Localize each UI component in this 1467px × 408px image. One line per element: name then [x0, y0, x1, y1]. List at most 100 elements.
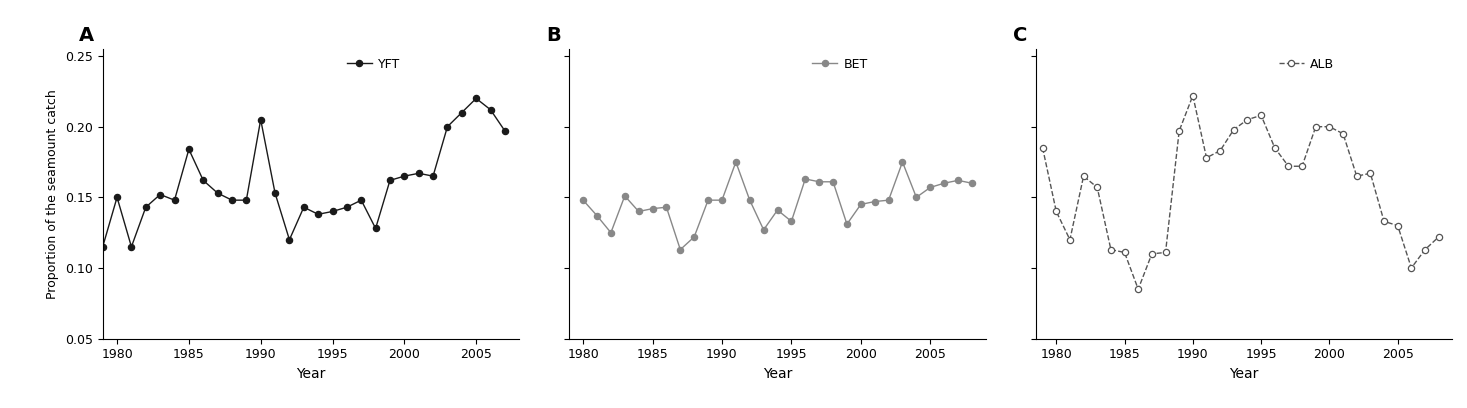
- YFT: [252, 117, 270, 122]
- ALB: [1320, 124, 1338, 129]
- ALB: [1294, 164, 1311, 169]
- YFT: [468, 96, 486, 101]
- ALB: [1238, 117, 1256, 122]
- ALB: [1102, 247, 1119, 252]
- YFT: [424, 174, 442, 179]
- ALB: [1116, 250, 1134, 255]
- BET: [964, 181, 981, 186]
- BET: [810, 180, 827, 184]
- YFT: [481, 107, 499, 112]
- BET: [838, 222, 855, 226]
- YFT: [238, 198, 255, 203]
- YFT: [266, 191, 283, 195]
- X-axis label: Year: Year: [1229, 367, 1259, 381]
- YFT: [94, 244, 111, 249]
- Y-axis label: Proportion of the seamount catch: Proportion of the seamount catch: [47, 89, 59, 299]
- ALB: [1416, 247, 1433, 252]
- Legend: BET: BET: [810, 55, 870, 73]
- ALB: [1171, 129, 1188, 133]
- ALB: [1212, 148, 1229, 153]
- BET: [824, 180, 842, 184]
- ALB: [1361, 171, 1379, 176]
- BET: [616, 193, 634, 198]
- BET: [769, 208, 786, 213]
- ALB: [1089, 185, 1106, 190]
- YFT: [180, 147, 198, 152]
- ALB: [1389, 223, 1407, 228]
- YFT: [195, 178, 213, 183]
- YFT: [381, 178, 399, 183]
- BET: [852, 202, 870, 207]
- YFT: [123, 244, 141, 249]
- ALB: [1184, 93, 1201, 98]
- YFT: [166, 198, 183, 203]
- BET: [908, 195, 926, 200]
- YFT: [352, 198, 370, 203]
- YFT: [337, 205, 355, 210]
- Text: A: A: [79, 26, 94, 45]
- ALB: [1156, 250, 1174, 255]
- Legend: YFT: YFT: [345, 55, 403, 73]
- ALB: [1197, 155, 1215, 160]
- BET: [601, 230, 619, 235]
- BET: [657, 205, 675, 210]
- Line: BET: BET: [579, 159, 976, 253]
- YFT: [136, 205, 154, 210]
- YFT: [396, 174, 414, 179]
- ALB: [1130, 287, 1147, 292]
- BET: [893, 160, 911, 164]
- BET: [866, 199, 883, 204]
- ALB: [1075, 174, 1093, 179]
- ALB: [1143, 251, 1160, 256]
- Line: ALB: ALB: [1040, 93, 1442, 292]
- BET: [921, 185, 939, 190]
- YFT: [439, 124, 456, 129]
- ALB: [1266, 145, 1284, 150]
- YFT: [109, 195, 126, 200]
- BET: [782, 219, 800, 224]
- BET: [936, 181, 954, 186]
- BET: [700, 198, 717, 203]
- BET: [629, 209, 647, 214]
- Text: C: C: [1014, 26, 1027, 45]
- BET: [880, 198, 898, 203]
- Legend: ALB: ALB: [1276, 55, 1336, 73]
- BET: [713, 198, 731, 203]
- YFT: [295, 205, 312, 210]
- BET: [741, 198, 758, 203]
- ALB: [1402, 266, 1420, 271]
- BET: [672, 247, 689, 252]
- YFT: [367, 226, 384, 231]
- X-axis label: Year: Year: [296, 367, 326, 381]
- YFT: [151, 192, 169, 197]
- BET: [797, 177, 814, 182]
- ALB: [1335, 131, 1353, 136]
- ALB: [1047, 209, 1065, 214]
- ALB: [1279, 164, 1297, 169]
- YFT: [453, 110, 471, 115]
- ALB: [1430, 235, 1448, 239]
- BET: [588, 213, 606, 218]
- ALB: [1348, 174, 1366, 179]
- YFT: [409, 171, 427, 176]
- ALB: [1253, 113, 1270, 118]
- BET: [685, 235, 703, 239]
- BET: [728, 160, 745, 164]
- BET: [756, 227, 773, 232]
- YFT: [280, 237, 298, 242]
- ALB: [1375, 219, 1392, 224]
- YFT: [310, 212, 327, 217]
- BET: [574, 198, 591, 203]
- ALB: [1034, 145, 1052, 150]
- YFT: [324, 209, 342, 214]
- Text: B: B: [546, 26, 560, 45]
- X-axis label: Year: Year: [763, 367, 792, 381]
- BET: [949, 178, 967, 183]
- ALB: [1061, 237, 1078, 242]
- ALB: [1307, 124, 1325, 129]
- YFT: [223, 198, 241, 203]
- YFT: [496, 129, 513, 133]
- Line: YFT: YFT: [100, 95, 508, 250]
- BET: [644, 206, 662, 211]
- YFT: [208, 191, 226, 195]
